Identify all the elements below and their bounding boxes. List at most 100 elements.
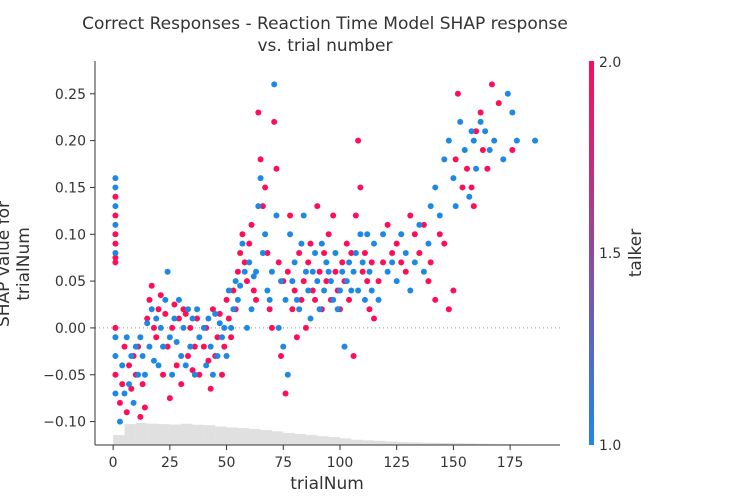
scatter-point <box>225 287 232 294</box>
histogram-bar <box>181 423 193 445</box>
scatter-point <box>452 203 459 210</box>
scatter-point <box>355 287 362 294</box>
scatter-point <box>441 240 448 247</box>
scatter-point <box>178 353 185 360</box>
y-axis-label-line-1: SHAP value for <box>0 201 14 327</box>
scatter-point <box>352 250 359 256</box>
scatter-point <box>314 203 321 210</box>
scatter-point <box>112 184 119 191</box>
scatter-point <box>532 137 539 144</box>
scatter-point <box>384 221 391 228</box>
histogram-bar <box>362 440 374 445</box>
scatter-point <box>477 109 484 116</box>
scatter-point <box>169 324 176 331</box>
scatter-point <box>432 184 439 191</box>
scatter-point <box>137 413 144 420</box>
scatter-point <box>464 165 470 172</box>
scatter-point <box>228 324 235 331</box>
scatter-point <box>234 296 241 303</box>
scatter-point <box>491 137 498 144</box>
scatter-point <box>248 221 255 228</box>
scatter-point <box>355 137 362 144</box>
scatter-point <box>264 250 271 256</box>
y-axis-label: SHAP value for trialNum <box>0 201 34 327</box>
scatter-point <box>205 315 212 322</box>
scatter-point <box>266 306 273 313</box>
scatter-point <box>359 259 366 266</box>
scatter-point <box>112 334 119 341</box>
scatter-point <box>445 306 452 313</box>
scatter-point <box>112 221 119 228</box>
scatter-point <box>216 320 223 327</box>
y-tick-label: −0.05 <box>43 368 86 384</box>
scatter-point <box>200 324 207 331</box>
scatter-point <box>436 231 443 238</box>
scatter-point <box>293 296 300 303</box>
scatter-point <box>185 353 191 360</box>
scatter-point <box>389 259 396 266</box>
histogram-bar <box>192 424 204 445</box>
scatter-point <box>332 250 339 256</box>
scatter-point <box>257 156 264 163</box>
scatter-point <box>445 137 452 144</box>
scatter-point <box>427 259 434 266</box>
scatter-point <box>223 353 230 360</box>
scatter-point <box>273 212 280 219</box>
scatter-point <box>361 250 368 256</box>
histogram-bar <box>215 426 227 445</box>
scatter-point <box>237 282 244 289</box>
scatter-point <box>330 296 337 303</box>
scatter-point <box>316 306 323 313</box>
scatter-point <box>287 231 294 238</box>
scatter-points <box>112 81 539 425</box>
scatter-point <box>323 259 330 266</box>
scatter-point <box>291 259 298 266</box>
scatter-point <box>241 268 248 275</box>
scatter-point <box>314 278 321 285</box>
scatter-point <box>402 250 409 256</box>
scatter-point <box>504 90 511 97</box>
scatter-point <box>196 371 203 378</box>
scatter-point <box>346 259 353 266</box>
scatter-point <box>309 268 316 275</box>
scatter-point <box>411 231 418 238</box>
scatter-point <box>368 287 375 294</box>
x-tick-label: 0 <box>109 455 118 471</box>
scatter-point <box>416 250 423 256</box>
scatter-point <box>298 240 305 247</box>
scatter-point <box>191 343 198 350</box>
scatter-point <box>348 250 355 256</box>
scatter-point <box>468 184 475 191</box>
scatter-point <box>141 404 148 411</box>
histogram-bar <box>237 428 250 445</box>
scatter-point <box>175 296 182 303</box>
scatter-point <box>234 268 241 275</box>
scatter-point <box>162 310 169 317</box>
scatter-point <box>126 362 133 369</box>
scatter-point <box>160 343 167 350</box>
scatter-point <box>266 296 273 303</box>
scatter-point <box>330 212 337 219</box>
scatter-point <box>178 381 185 388</box>
scatter-point <box>416 221 423 228</box>
scatter-point <box>291 287 298 294</box>
scatter-point <box>230 306 237 313</box>
x-axis-label: trialNum <box>290 474 364 494</box>
histogram-bar <box>260 430 272 445</box>
scatter-point <box>171 315 178 322</box>
scatter-point <box>221 324 228 331</box>
scatter-point <box>454 90 461 97</box>
scatter-point <box>189 315 196 322</box>
scatter-point <box>470 203 477 210</box>
histogram-bar <box>158 424 170 445</box>
scatter-point <box>112 259 119 266</box>
scatter-point <box>155 306 162 313</box>
histogram-bar <box>271 431 284 445</box>
scatter-point <box>479 146 486 153</box>
scatter-point <box>225 315 232 322</box>
scatter-point <box>500 156 507 163</box>
scatter-point <box>157 292 164 299</box>
scatter-point <box>112 324 119 331</box>
histogram-bar <box>476 443 488 445</box>
scatter-point <box>112 353 119 360</box>
